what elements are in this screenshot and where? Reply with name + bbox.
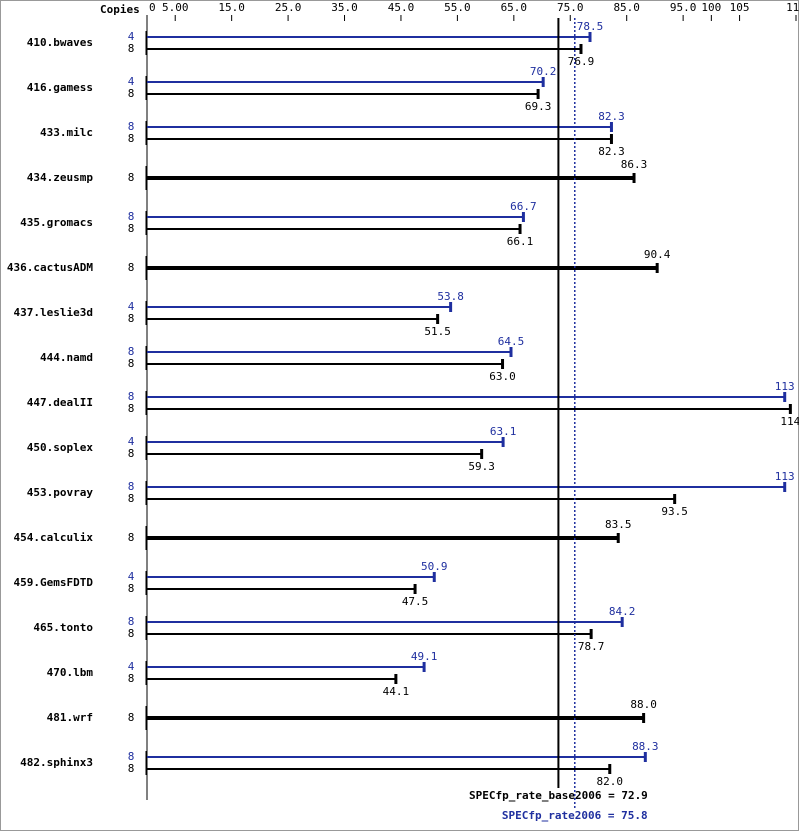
value-label: 50.9: [421, 560, 448, 573]
category-label: 416.gamess: [27, 81, 93, 94]
category-label: 482.sphinx3: [20, 756, 93, 769]
category-label: 459.GemsFDTD: [14, 576, 94, 589]
category-label: 435.gromacs: [20, 216, 93, 229]
x-tick-label: 25.0: [275, 1, 302, 14]
value-label: 78.7: [578, 640, 605, 653]
value-label: 66.7: [510, 200, 537, 213]
category-label: 481.wrf: [47, 711, 93, 724]
x-tick-label: 100: [701, 1, 721, 14]
value-label: 83.5: [605, 518, 632, 531]
category-label: 454.calculix: [14, 531, 94, 544]
copies-label: 4: [128, 300, 135, 313]
copies-label: 8: [128, 390, 135, 403]
x-tick-label: 15.0: [218, 1, 245, 14]
value-label: 44.1: [383, 685, 410, 698]
value-label: 88.3: [632, 740, 659, 753]
value-label: 114: [780, 415, 799, 428]
value-label: 84.2: [609, 605, 636, 618]
category-label: 436.cactusADM: [7, 261, 93, 274]
copies-label: 8: [128, 261, 135, 274]
copies-label: 8: [128, 492, 135, 505]
copies-label: 4: [128, 660, 135, 673]
copies-label: 4: [128, 570, 135, 583]
copies-label: 8: [128, 171, 135, 184]
copies-label: 8: [128, 120, 135, 133]
copies-label: 8: [128, 312, 135, 325]
value-label: 63.1: [490, 425, 517, 438]
category-label: 433.milc: [40, 126, 93, 139]
value-label: 113: [775, 380, 795, 393]
value-label: 82.3: [598, 110, 625, 123]
copies-label: 8: [128, 672, 135, 685]
copies-label: 8: [128, 345, 135, 358]
x-tick-label: 5.00: [162, 1, 189, 14]
x-tick-label: 105: [730, 1, 750, 14]
copies-label: 8: [128, 402, 135, 415]
x-tick-label: 35.0: [331, 1, 358, 14]
copies-label: 4: [128, 435, 135, 448]
copies-label: 8: [128, 480, 135, 493]
value-label: 47.5: [402, 595, 429, 608]
value-label: 66.1: [507, 235, 534, 248]
copies-label: 8: [128, 615, 135, 628]
category-label: 447.dealII: [27, 396, 93, 409]
value-label: 63.0: [489, 370, 516, 383]
value-label: 76.9: [568, 55, 595, 68]
copies-label: 8: [128, 627, 135, 640]
value-label: 64.5: [498, 335, 525, 348]
copies-label: 8: [128, 132, 135, 145]
value-label: 86.3: [621, 158, 648, 171]
copies-label: 8: [128, 87, 135, 100]
value-label: 78.5: [577, 20, 604, 33]
copies-label: 8: [128, 210, 135, 223]
value-label: 51.5: [424, 325, 451, 338]
value-label: 82.0: [597, 775, 624, 788]
x-tick-label: 0: [149, 1, 156, 14]
category-label: 437.leslie3d: [14, 306, 93, 319]
category-label: 453.povray: [27, 486, 94, 499]
value-label: 113: [775, 470, 795, 483]
category-label: 444.namd: [40, 351, 93, 364]
category-label: 434.zeusmp: [27, 171, 94, 184]
x-tick-label: 55.0: [444, 1, 471, 14]
category-label: 450.soplex: [27, 441, 94, 454]
x-tick-label: 115: [786, 1, 799, 14]
reference-label: SPECfp_rate2006 = 75.8: [502, 809, 648, 822]
category-label: 470.lbm: [47, 666, 94, 679]
copies-label: 8: [128, 762, 135, 775]
value-label: 90.4: [644, 248, 671, 261]
value-label: 59.3: [468, 460, 495, 473]
copies-label: 8: [128, 582, 135, 595]
category-label: 410.bwaves: [27, 36, 93, 49]
value-label: 70.2: [530, 65, 557, 78]
copies-label: 4: [128, 30, 135, 43]
value-label: 49.1: [411, 650, 438, 663]
x-tick-label: 65.0: [501, 1, 528, 14]
value-label: 93.5: [661, 505, 688, 518]
copies-header: Copies: [100, 3, 140, 16]
value-label: 82.3: [598, 145, 625, 158]
copies-label: 8: [128, 531, 135, 544]
copies-label: 8: [128, 750, 135, 763]
x-tick-label: 95.0: [670, 1, 697, 14]
value-label: 53.8: [437, 290, 464, 303]
copies-label: 4: [128, 75, 135, 88]
value-label: 88.0: [630, 698, 657, 711]
copies-label: 8: [128, 222, 135, 235]
x-tick-label: 85.0: [613, 1, 640, 14]
copies-label: 8: [128, 357, 135, 370]
category-label: 465.tonto: [33, 621, 93, 634]
copies-label: 8: [128, 447, 135, 460]
x-tick-label: 75.0: [557, 1, 584, 14]
value-label: 69.3: [525, 100, 552, 113]
copies-label: 8: [128, 42, 135, 55]
x-tick-label: 45.0: [388, 1, 415, 14]
reference-label: SPECfp_rate_base2006 = 72.9: [469, 789, 648, 802]
copies-label: 8: [128, 711, 135, 724]
